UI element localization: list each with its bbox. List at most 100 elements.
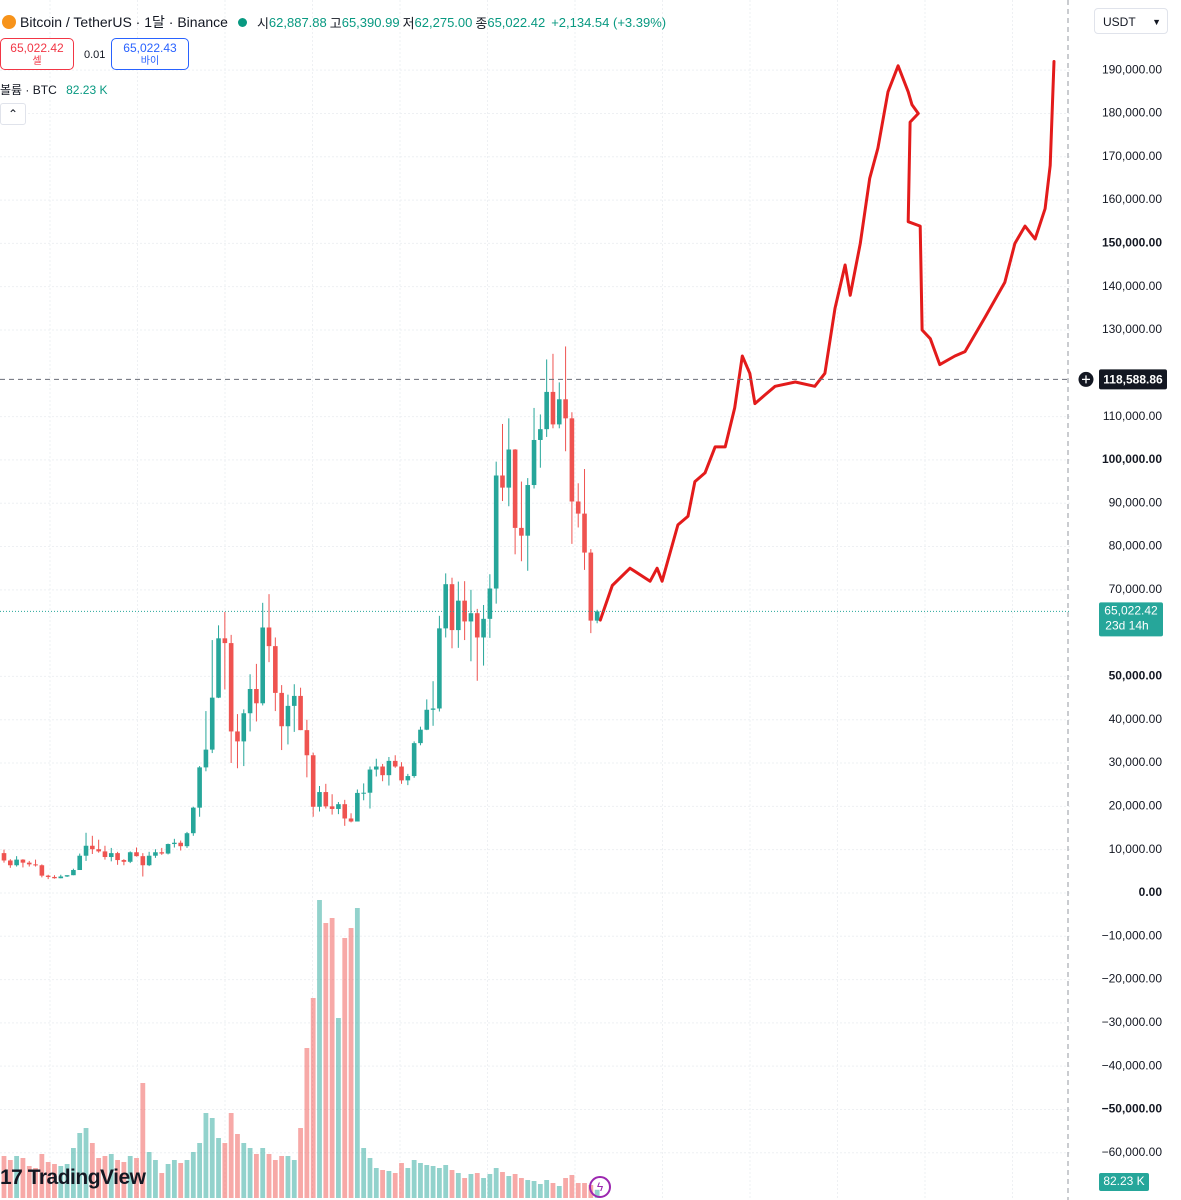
- countdown-label: 23d 14h: [1105, 619, 1148, 633]
- replay-icon[interactable]: ϟ: [589, 1176, 611, 1198]
- volume-bar: [26, 1166, 32, 1198]
- candle-body: [424, 709, 430, 730]
- high-label: 고: [329, 15, 342, 31]
- candle-body: [254, 688, 259, 704]
- volume-bar: [102, 1156, 108, 1198]
- candle-body: [52, 876, 57, 879]
- candle-body: [342, 804, 348, 819]
- candle-body: [481, 618, 486, 638]
- y-tick-label: 100,000.00: [1102, 452, 1162, 466]
- candle-body: [64, 875, 70, 877]
- volume-bar: [317, 900, 322, 1198]
- candle-body: [437, 628, 442, 709]
- candle-body: [33, 864, 38, 866]
- candle-body: [184, 833, 190, 847]
- collapse-button[interactable]: ⌃: [0, 103, 26, 125]
- candle-body: [115, 853, 120, 861]
- volume-bar: [134, 1158, 139, 1198]
- candle-body: [228, 643, 234, 732]
- y-tick-label: −60,000.00: [1102, 1145, 1163, 1159]
- volume-bar: [89, 1143, 95, 1198]
- candle-body: [197, 767, 202, 808]
- logo[interactable]: 17 TradingView: [0, 1166, 146, 1190]
- candle-body: [273, 646, 278, 693]
- low-value: 62,275.00: [414, 14, 473, 30]
- y-tick-label: 130,000.00: [1102, 322, 1162, 336]
- volume-bar: [424, 1165, 430, 1198]
- candle-body: [45, 875, 51, 877]
- volume-bar: [52, 1164, 57, 1198]
- candle-body: [392, 760, 398, 767]
- candle-body: [96, 849, 101, 852]
- y-tick-label: 150,000.00: [1102, 236, 1162, 250]
- candle-body: [90, 845, 95, 850]
- low-label: 저: [402, 15, 415, 31]
- volume-bar: [411, 1160, 417, 1198]
- volume-bar: [569, 1175, 575, 1198]
- y-tick-label: −50,000.00: [1102, 1102, 1163, 1116]
- volume-bar: [474, 1173, 480, 1198]
- volume-bar: [519, 1178, 524, 1198]
- volume-value: 82.23 K: [66, 83, 108, 97]
- volume-bar: [241, 1143, 247, 1198]
- volume-bar: [291, 1160, 297, 1198]
- volume-bar: [159, 1173, 165, 1198]
- volume-bar: [165, 1164, 171, 1198]
- volume-bar: [361, 1148, 367, 1198]
- candle-body: [462, 600, 467, 622]
- candle-body: [20, 859, 26, 863]
- candle-body: [26, 862, 32, 865]
- volume-bar: [146, 1152, 152, 1198]
- candle-body: [405, 776, 411, 781]
- candle-body: [544, 391, 549, 430]
- volume-bar: [14, 1156, 20, 1198]
- volume-bar: [550, 1183, 556, 1198]
- candle-body: [14, 859, 19, 866]
- y-tick-label: −40,000.00: [1102, 1058, 1163, 1072]
- volume-bar: [399, 1163, 404, 1198]
- volume-bar: [96, 1158, 102, 1198]
- candle-body: [373, 766, 379, 770]
- buy-button[interactable]: 65,022.43 바이: [111, 38, 189, 70]
- volume-bar: [64, 1164, 70, 1198]
- open-value: 62,887.88: [268, 14, 327, 30]
- volume-bar: [455, 1173, 461, 1198]
- volume-bar: [216, 1138, 221, 1198]
- candle-body: [298, 695, 303, 731]
- currency: USDT: [1103, 15, 1136, 29]
- y-tick-label: −10,000.00: [1102, 928, 1163, 942]
- volume-bar: [1, 1156, 7, 1198]
- candle-body: [304, 730, 310, 756]
- volume-legend: 볼륨 · BTC 82.23 K: [0, 81, 107, 98]
- candle-body: [191, 807, 196, 834]
- candle-body: [575, 501, 581, 514]
- candle-body: [153, 852, 158, 856]
- volume-bar: [348, 928, 354, 1198]
- volume-bar: [443, 1165, 449, 1198]
- candle-body: [563, 399, 568, 419]
- candle-body: [512, 449, 518, 528]
- sell-price: 65,022.42: [10, 41, 64, 55]
- candle-body: [569, 418, 575, 502]
- candle-body: [456, 600, 461, 631]
- symbol[interactable]: Bitcoin / TetherUS · 1달 · Binance: [20, 14, 228, 30]
- volume-bar: [153, 1160, 158, 1198]
- candle-body: [108, 853, 114, 858]
- currency-select[interactable]: USDT ▼: [1094, 8, 1168, 34]
- volume-bar: [354, 908, 360, 1198]
- candle-body: [430, 708, 436, 710]
- logo-mark: 17: [0, 1166, 23, 1189]
- candle-body: [121, 860, 127, 862]
- close-value: 65,022.42: [487, 14, 546, 30]
- volume-bar: [367, 1158, 373, 1198]
- volume-bar: [430, 1166, 436, 1198]
- volume-bar: [373, 1168, 379, 1198]
- volume-bar: [279, 1156, 285, 1198]
- y-tick-label: 40,000.00: [1109, 712, 1163, 726]
- volume-bar: [386, 1171, 392, 1198]
- candle-body: [260, 627, 266, 704]
- candle-body: [266, 627, 272, 647]
- candle-body: [556, 399, 562, 425]
- sell-button[interactable]: 65,022.42 셀: [0, 38, 74, 70]
